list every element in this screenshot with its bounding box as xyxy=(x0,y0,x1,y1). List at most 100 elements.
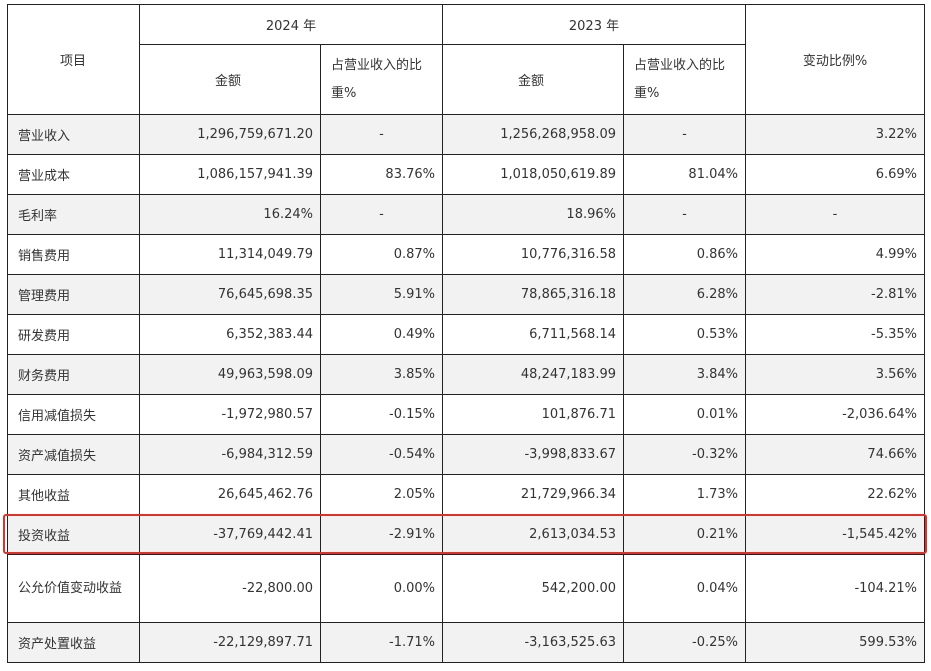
change-ratio: 6.69% xyxy=(745,154,925,195)
row-label: 投资收益 xyxy=(7,514,140,555)
change-ratio: 3.22% xyxy=(745,114,925,155)
ratio-2023: 3.84% xyxy=(623,354,746,395)
header-ratio-2023: 占营业收入的比重% xyxy=(623,44,746,115)
row-label: 研发费用 xyxy=(7,314,140,355)
table-row: 资产处置收益 -22,129,897.71 -1.71% -3,163,525.… xyxy=(7,622,925,663)
ratio-2024: -0.54% xyxy=(320,434,443,475)
table-row-highlighted: 投资收益 -37,769,442.41 -2.91% 2,613,034.53 … xyxy=(7,514,925,555)
header-item: 项目 xyxy=(7,4,140,115)
amount-2024: 16.24% xyxy=(139,194,321,235)
amount-2024: -22,800.00 xyxy=(139,554,321,623)
amount-2023: 10,776,316.58 xyxy=(442,234,624,275)
ratio-2023: - xyxy=(623,194,746,235)
change-ratio: 599.53% xyxy=(745,622,925,663)
amount-2024: 1,086,157,941.39 xyxy=(139,154,321,195)
table-row: 管理费用 76,645,698.35 5.91% 78,865,316.18 6… xyxy=(7,274,925,315)
header-change-ratio: 变动比例% xyxy=(745,4,925,115)
table-row: 毛利率 16.24% - 18.96% - - xyxy=(7,194,925,235)
header-year-2023: 2023 年 xyxy=(442,4,746,45)
ratio-2024: 5.91% xyxy=(320,274,443,315)
header-amount-2024: 金额 xyxy=(139,44,321,115)
ratio-2024: 3.85% xyxy=(320,354,443,395)
ratio-2024: 0.00% xyxy=(320,554,443,623)
row-label: 财务费用 xyxy=(7,354,140,395)
row-label: 其他收益 xyxy=(7,474,140,515)
ratio-2024: 2.05% xyxy=(320,474,443,515)
change-ratio: 22.62% xyxy=(745,474,925,515)
header-amount-2023: 金额 xyxy=(442,44,624,115)
amount-2024: 6,352,383.44 xyxy=(139,314,321,355)
amount-2024: 26,645,462.76 xyxy=(139,474,321,515)
ratio-2023: -0.32% xyxy=(623,434,746,475)
ratio-2023: 81.04% xyxy=(623,154,746,195)
header-year-2024: 2024 年 xyxy=(139,4,443,45)
table-row: 其他收益 26,645,462.76 2.05% 21,729,966.34 1… xyxy=(7,474,925,515)
row-label: 营业成本 xyxy=(7,154,140,195)
amount-2023: 48,247,183.99 xyxy=(442,354,624,395)
ratio-2023: - xyxy=(623,114,746,155)
ratio-2023: 6.28% xyxy=(623,274,746,315)
ratio-2023: 0.86% xyxy=(623,234,746,275)
ratio-2023: 0.04% xyxy=(623,554,746,623)
table-row: 财务费用 49,963,598.09 3.85% 48,247,183.99 3… xyxy=(7,354,925,395)
amount-2023: 1,018,050,619.89 xyxy=(442,154,624,195)
amount-2023: 6,711,568.14 xyxy=(442,314,624,355)
change-ratio: -2,036.64% xyxy=(745,394,925,435)
amount-2023: 542,200.00 xyxy=(442,554,624,623)
ratio-2024: - xyxy=(320,194,443,235)
table-row: 信用减值损失 -1,972,980.57 -0.15% 101,876.71 0… xyxy=(7,394,925,435)
table-row: 销售费用 11,314,049.79 0.87% 10,776,316.58 0… xyxy=(7,234,925,275)
change-ratio: -1,545.42% xyxy=(745,514,925,555)
amount-2023: 101,876.71 xyxy=(442,394,624,435)
table-row: 资产减值损失 -6,984,312.59 -0.54% -3,998,833.6… xyxy=(7,434,925,475)
row-label: 资产减值损失 xyxy=(7,434,140,475)
ratio-2024: 0.87% xyxy=(320,234,443,275)
amount-2024: 1,296,759,671.20 xyxy=(139,114,321,155)
ratio-2024: 0.49% xyxy=(320,314,443,355)
amount-2023: 2,613,034.53 xyxy=(442,514,624,555)
table-row: 营业收入 1,296,759,671.20 - 1,256,268,958.09… xyxy=(7,114,925,155)
change-ratio: 74.66% xyxy=(745,434,925,475)
amount-2023: 1,256,268,958.09 xyxy=(442,114,624,155)
row-label: 销售费用 xyxy=(7,234,140,275)
ratio-2023: -0.25% xyxy=(623,622,746,663)
amount-2024: 49,963,598.09 xyxy=(139,354,321,395)
change-ratio: -5.35% xyxy=(745,314,925,355)
row-label: 营业收入 xyxy=(7,114,140,155)
ratio-2023: 1.73% xyxy=(623,474,746,515)
row-label: 资产处置收益 xyxy=(7,622,140,663)
amount-2023: -3,998,833.67 xyxy=(442,434,624,475)
amount-2023: 21,729,966.34 xyxy=(442,474,624,515)
header-row-columns: 金额 占营业收入的比重% 金额 占营业收入的比重% xyxy=(8,44,925,115)
amount-2024: -22,129,897.71 xyxy=(139,622,321,663)
change-ratio: 4.99% xyxy=(745,234,925,275)
ratio-2023: 0.21% xyxy=(623,514,746,555)
table-row: 营业成本 1,086,157,941.39 83.76% 1,018,050,6… xyxy=(7,154,925,195)
ratio-2024: -0.15% xyxy=(320,394,443,435)
ratio-2024: - xyxy=(320,114,443,155)
table-row: 公允价值变动收益 -22,800.00 0.00% 542,200.00 0.0… xyxy=(7,554,925,623)
amount-2024: -37,769,442.41 xyxy=(139,514,321,555)
ratio-2024: -2.91% xyxy=(320,514,443,555)
ratio-2024: 83.76% xyxy=(320,154,443,195)
change-ratio: 3.56% xyxy=(745,354,925,395)
row-label: 公允价值变动收益 xyxy=(7,554,140,623)
amount-2024: 76,645,698.35 xyxy=(139,274,321,315)
amount-2024: 11,314,049.79 xyxy=(139,234,321,275)
ratio-2024: -1.71% xyxy=(320,622,443,663)
ratio-2023: 0.01% xyxy=(623,394,746,435)
amount-2023: 78,865,316.18 xyxy=(442,274,624,315)
row-label: 毛利率 xyxy=(7,194,140,235)
change-ratio: -2.81% xyxy=(745,274,925,315)
amount-2024: -1,972,980.57 xyxy=(139,394,321,435)
change-ratio: -104.21% xyxy=(745,554,925,623)
income-statement-table: 项目 2024 年 2023 年 变动比例% 金额 占营业收入的比重% 金额 占… xyxy=(7,4,925,663)
row-label: 管理费用 xyxy=(7,274,140,315)
table-row: 研发费用 6,352,383.44 0.49% 6,711,568.14 0.5… xyxy=(7,314,925,355)
ratio-2023: 0.53% xyxy=(623,314,746,355)
amount-2023: 18.96% xyxy=(442,194,624,235)
header-ratio-2024: 占营业收入的比重% xyxy=(320,44,443,115)
change-ratio: - xyxy=(745,194,925,235)
amount-2023: -3,163,525.63 xyxy=(442,622,624,663)
row-label: 信用减值损失 xyxy=(7,394,140,435)
